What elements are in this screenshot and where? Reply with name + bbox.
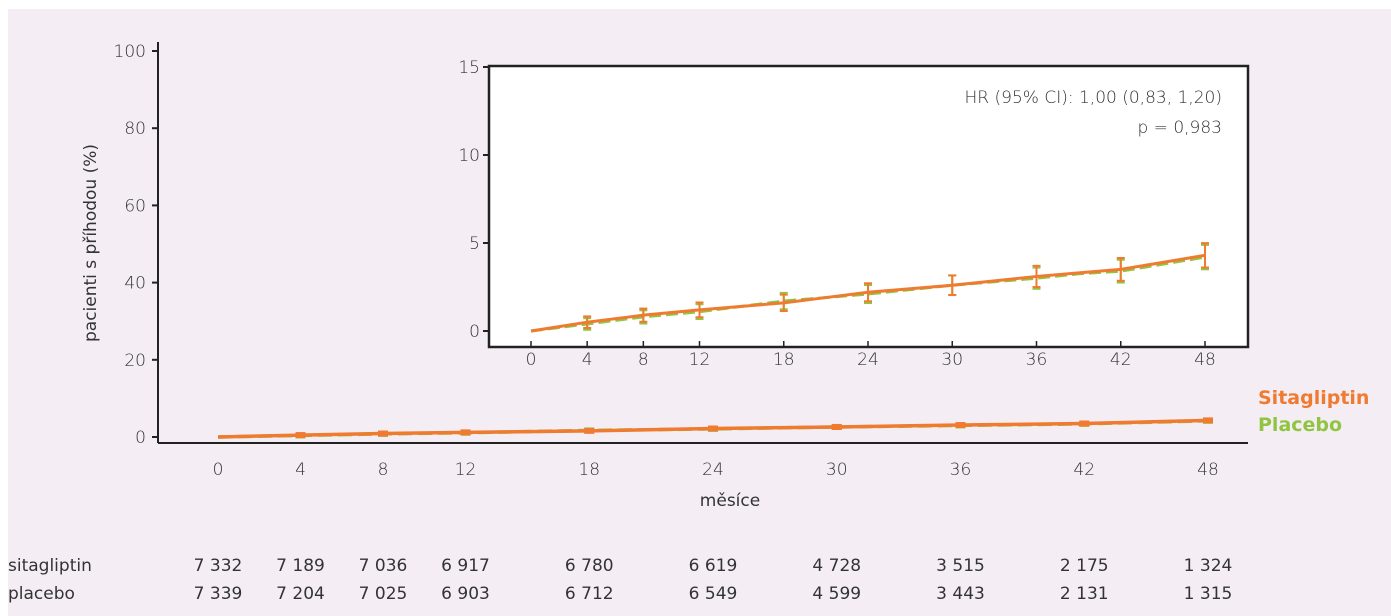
- main-x-tick-label: 48: [1197, 460, 1219, 480]
- risk-row-label: placebo: [8, 584, 75, 604]
- main-x-tick-label: 36: [950, 460, 972, 480]
- sitagliptin-line: [217, 418, 1209, 439]
- y-axis-label: pacienti s příhodou (%): [81, 144, 101, 342]
- risk-cell: 6 712: [565, 584, 614, 604]
- sitagliptin-point: [584, 427, 595, 434]
- risk-cell: 7 204: [276, 584, 325, 604]
- inset-x-tick-label: 12: [689, 350, 711, 370]
- inset-x-tick-label: 24: [857, 350, 879, 370]
- sitagliptin-point: [378, 430, 388, 437]
- main-y-tick-label: 60: [124, 196, 146, 216]
- inset-y-tick-label: 15: [458, 58, 480, 78]
- main-x-tick-label: 0: [213, 460, 224, 480]
- main-series: [217, 417, 1213, 439]
- risk-cell: 7 339: [194, 584, 243, 604]
- inset-y-tick-label: 10: [458, 146, 480, 166]
- main-y-tick-label: 20: [124, 351, 146, 371]
- inset-y-tick-label: 0: [469, 322, 480, 342]
- risk-cell: 6 549: [689, 584, 738, 604]
- main-x-tick-label: 12: [455, 460, 477, 480]
- risk-cell: 6 917: [441, 556, 490, 576]
- inset-x-tick-label: 0: [526, 350, 537, 370]
- inset-y-tick-label: 5: [469, 234, 480, 254]
- risk-cell: 2 175: [1060, 556, 1109, 576]
- legend-placebo: Placebo: [1258, 414, 1342, 436]
- risk-cell: 2 131: [1060, 584, 1109, 604]
- risk-cell: 3 443: [936, 584, 985, 604]
- risk-table: sitagliptin 7 332 7 189 7 036 6 917 6 780 6 61…: [8, 556, 1232, 604]
- main-x-tick-label: 18: [578, 460, 600, 480]
- inset-annotation-p: p = 0,983: [1137, 118, 1222, 138]
- inset-x-tick-label: 8: [638, 350, 649, 370]
- main-x-tick-label: 24: [702, 460, 724, 480]
- risk-cell: 3 515: [936, 556, 985, 576]
- risk-cell: 6 903: [441, 584, 490, 604]
- inset-frame: [487, 64, 1250, 349]
- risk-cell: 6 780: [565, 556, 614, 576]
- risk-cell: 4 599: [812, 584, 861, 604]
- risk-cell: 4 728: [812, 556, 861, 576]
- sitagliptin-point: [295, 432, 306, 439]
- risk-cell: 1 324: [1184, 556, 1233, 576]
- legend: Sitagliptin Placebo: [1258, 387, 1369, 436]
- sitagliptin-point: [831, 423, 842, 430]
- sitagliptin-point: [460, 429, 471, 436]
- risk-cell: 6 619: [689, 556, 738, 576]
- main-x-tick-label: 30: [826, 460, 848, 480]
- risk-cell: 1 315: [1184, 584, 1233, 604]
- main-x-tick-label: 4: [295, 460, 306, 480]
- sitagliptin-point: [1203, 417, 1213, 424]
- main-y-tick-label: 0: [135, 428, 146, 448]
- inset-sitagliptin-line: [530, 253, 1206, 333]
- inset-x-tick-label: 48: [1194, 350, 1216, 370]
- x-axis-label: měsíce: [700, 491, 760, 511]
- legend-sitagliptin: Sitagliptin: [1258, 387, 1369, 409]
- inset-x-tick-label: 4: [582, 350, 593, 370]
- inset-x-tick-label: 30: [941, 350, 963, 370]
- inset-x-tick-label: 42: [1110, 350, 1132, 370]
- main-x-tick-label: 8: [378, 460, 389, 480]
- inset-x-tick-label: 36: [1026, 350, 1048, 370]
- risk-cell: 7 025: [359, 584, 408, 604]
- main-y-tick-label: 40: [124, 274, 146, 294]
- inset-x-tick-label: 18: [773, 350, 795, 370]
- sitagliptin-point: [1079, 420, 1090, 427]
- inset-annotation-hr: HR (95% CI): 1,00 (0,83, 1,20): [965, 88, 1223, 108]
- sitagliptin-point: [955, 422, 966, 429]
- main-x-tick-label: 42: [1073, 460, 1095, 480]
- main-y-tick-label: 100: [114, 42, 146, 62]
- risk-cell: 7 189: [276, 556, 325, 576]
- risk-cell: 7 332: [194, 556, 243, 576]
- main-y-tick-label: 80: [124, 119, 146, 139]
- sitagliptin-point: [708, 425, 718, 432]
- risk-cell: 7 036: [359, 556, 408, 576]
- risk-row-label: sitagliptin: [8, 556, 92, 576]
